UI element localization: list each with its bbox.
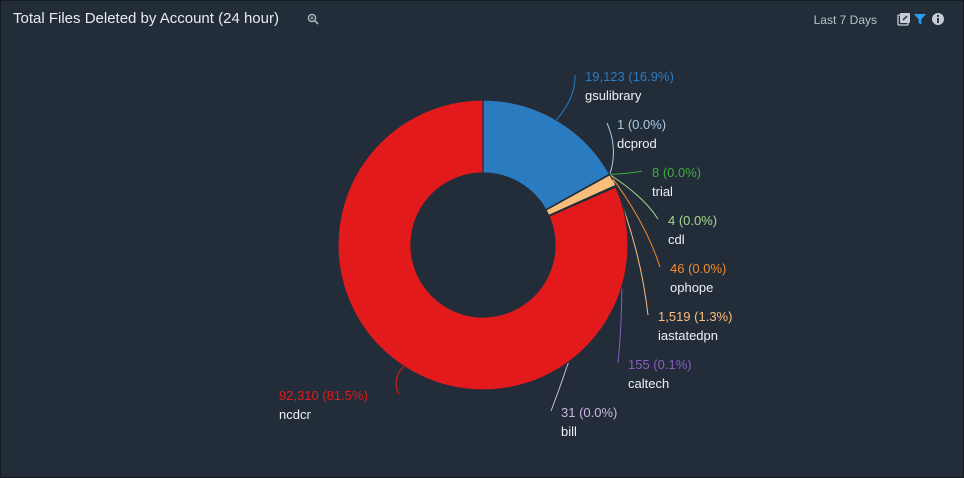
category-label-dcprod: dcprod (617, 136, 657, 151)
slice-gsulibrary[interactable] (482, 99, 611, 211)
filter-icon[interactable] (913, 12, 927, 26)
leader-line-cdl (609, 174, 659, 220)
data-label-trial: 8 (0.0%) (652, 165, 701, 180)
zoom-icon[interactable] (307, 13, 319, 25)
data-label-bill: 31 (0.0%) (561, 405, 617, 420)
panel-header: Total Files Deleted by Account (24 hour)… (13, 9, 951, 31)
panel-title: Total Files Deleted by Account (24 hour) (13, 10, 279, 27)
category-label-bill: bill (561, 424, 577, 439)
leader-line-ncdcr (395, 365, 404, 395)
category-label-ncdcr: ncdcr (279, 407, 311, 422)
slice-ncdcr[interactable] (337, 99, 629, 391)
data-label-iastatedpn: 1,519 (1.3%) (658, 309, 732, 324)
category-label-iastatedpn: iastatedpn (658, 328, 718, 343)
category-label-gsulibrary: gsulibrary (585, 88, 642, 103)
export-icon[interactable] (897, 12, 911, 26)
data-label-dcprod: 1 (0.0%) (617, 117, 666, 132)
time-range-label[interactable]: Last 7 Days (813, 13, 877, 27)
category-label-trial: trial (652, 184, 673, 199)
leader-line-trial (609, 170, 643, 176)
category-label-caltech: caltech (628, 376, 669, 391)
data-label-ophope: 46 (0.0%) (670, 261, 726, 276)
data-label-cdl: 4 (0.0%) (668, 213, 717, 228)
info-icon[interactable] (931, 12, 945, 26)
leader-line-ophope (609, 174, 661, 268)
leader-line-gsulibrary (556, 74, 576, 121)
data-label-gsulibrary: 19,123 (16.9%) (585, 69, 674, 84)
category-label-ophope: ophope (670, 280, 713, 295)
data-label-ncdcr: 92,310 (81.5%) (279, 388, 368, 403)
leader-line-dcprod (606, 122, 614, 175)
data-label-caltech: 155 (0.1%) (628, 357, 692, 372)
category-label-cdl: cdl (668, 232, 685, 247)
